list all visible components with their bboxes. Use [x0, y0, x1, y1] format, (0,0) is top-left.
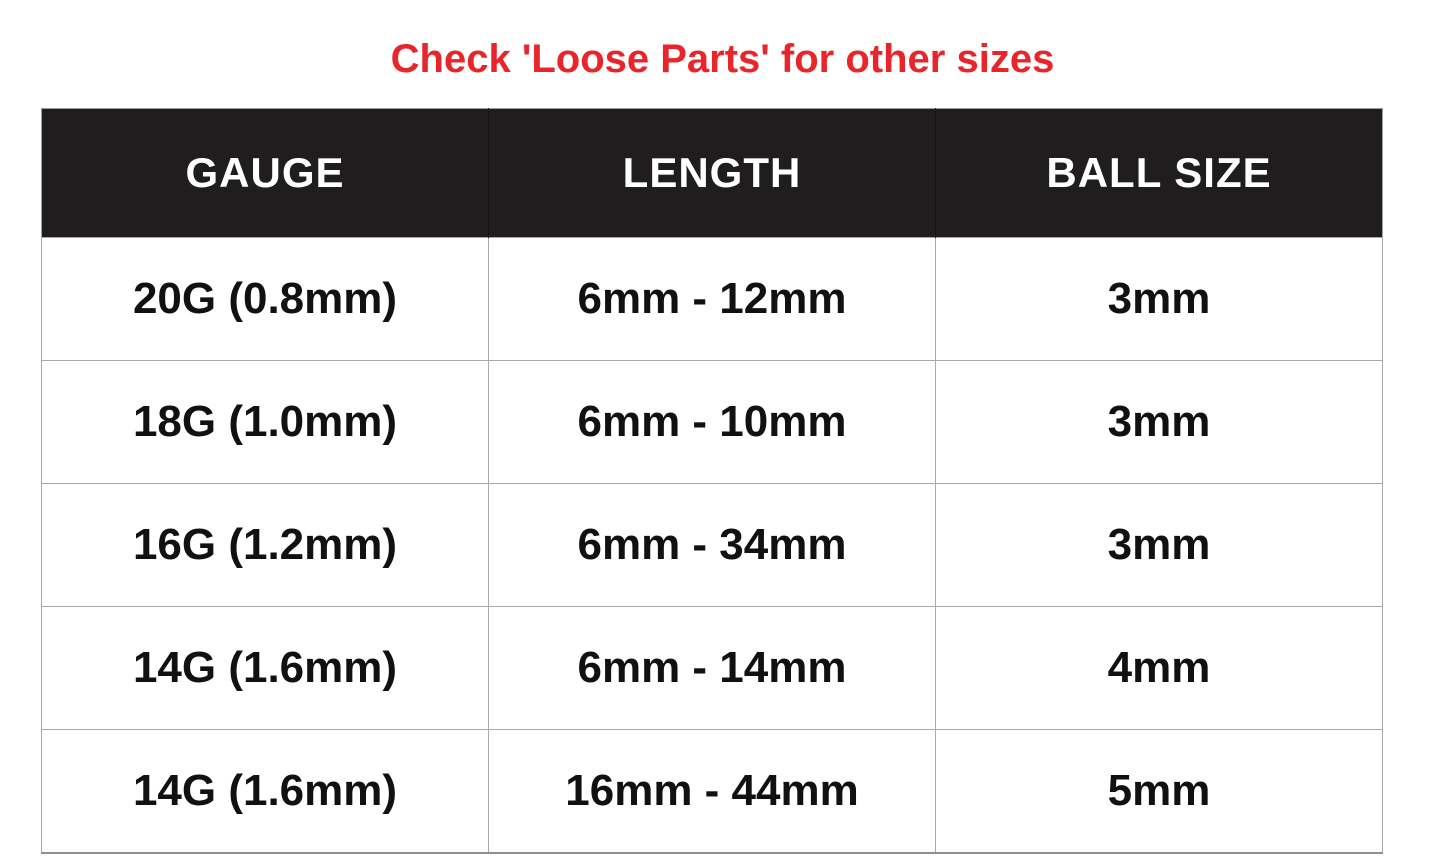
header-row: GAUGE LENGTH BALL SIZE [41, 108, 1383, 238]
column-header-length: LENGTH [488, 108, 936, 238]
cell-length: 6mm - 34mm [488, 483, 936, 607]
table-row: 16G (1.2mm) 6mm - 34mm 3mm [41, 483, 1383, 607]
table-row: 14G (1.6mm) 6mm - 14mm 4mm [41, 606, 1383, 730]
cell-gauge: 20G (0.8mm) [41, 237, 489, 361]
cell-length: 6mm - 12mm [488, 237, 936, 361]
cell-gauge: 16G (1.2mm) [41, 483, 489, 607]
table-row: 18G (1.0mm) 6mm - 10mm 3mm [41, 360, 1383, 484]
page-title: Check 'Loose Parts' for other sizes [390, 37, 1055, 81]
cell-gauge: 14G (1.6mm) [41, 729, 489, 854]
table-row: 14G (1.6mm) 16mm - 44mm 5mm [41, 729, 1383, 854]
column-header-ball-size: BALL SIZE [935, 108, 1383, 238]
table-row: 20G (0.8mm) 6mm - 12mm 3mm [41, 237, 1383, 361]
cell-ball-size: 5mm [935, 729, 1383, 854]
cell-ball-size: 3mm [935, 237, 1383, 361]
cell-ball-size: 4mm [935, 606, 1383, 730]
cell-gauge: 18G (1.0mm) [41, 360, 489, 484]
cell-gauge: 14G (1.6mm) [41, 606, 489, 730]
size-chart-table: GAUGE LENGTH BALL SIZE 20G (0.8mm) 6mm -… [41, 108, 1383, 854]
cell-length: 6mm - 10mm [488, 360, 936, 484]
cell-ball-size: 3mm [935, 483, 1383, 607]
column-header-gauge: GAUGE [41, 108, 489, 238]
cell-length: 6mm - 14mm [488, 606, 936, 730]
cell-length: 16mm - 44mm [488, 729, 936, 854]
size-chart-page: Check 'Loose Parts' for other sizes GAUG… [0, 36, 1445, 867]
cell-ball-size: 3mm [935, 360, 1383, 484]
